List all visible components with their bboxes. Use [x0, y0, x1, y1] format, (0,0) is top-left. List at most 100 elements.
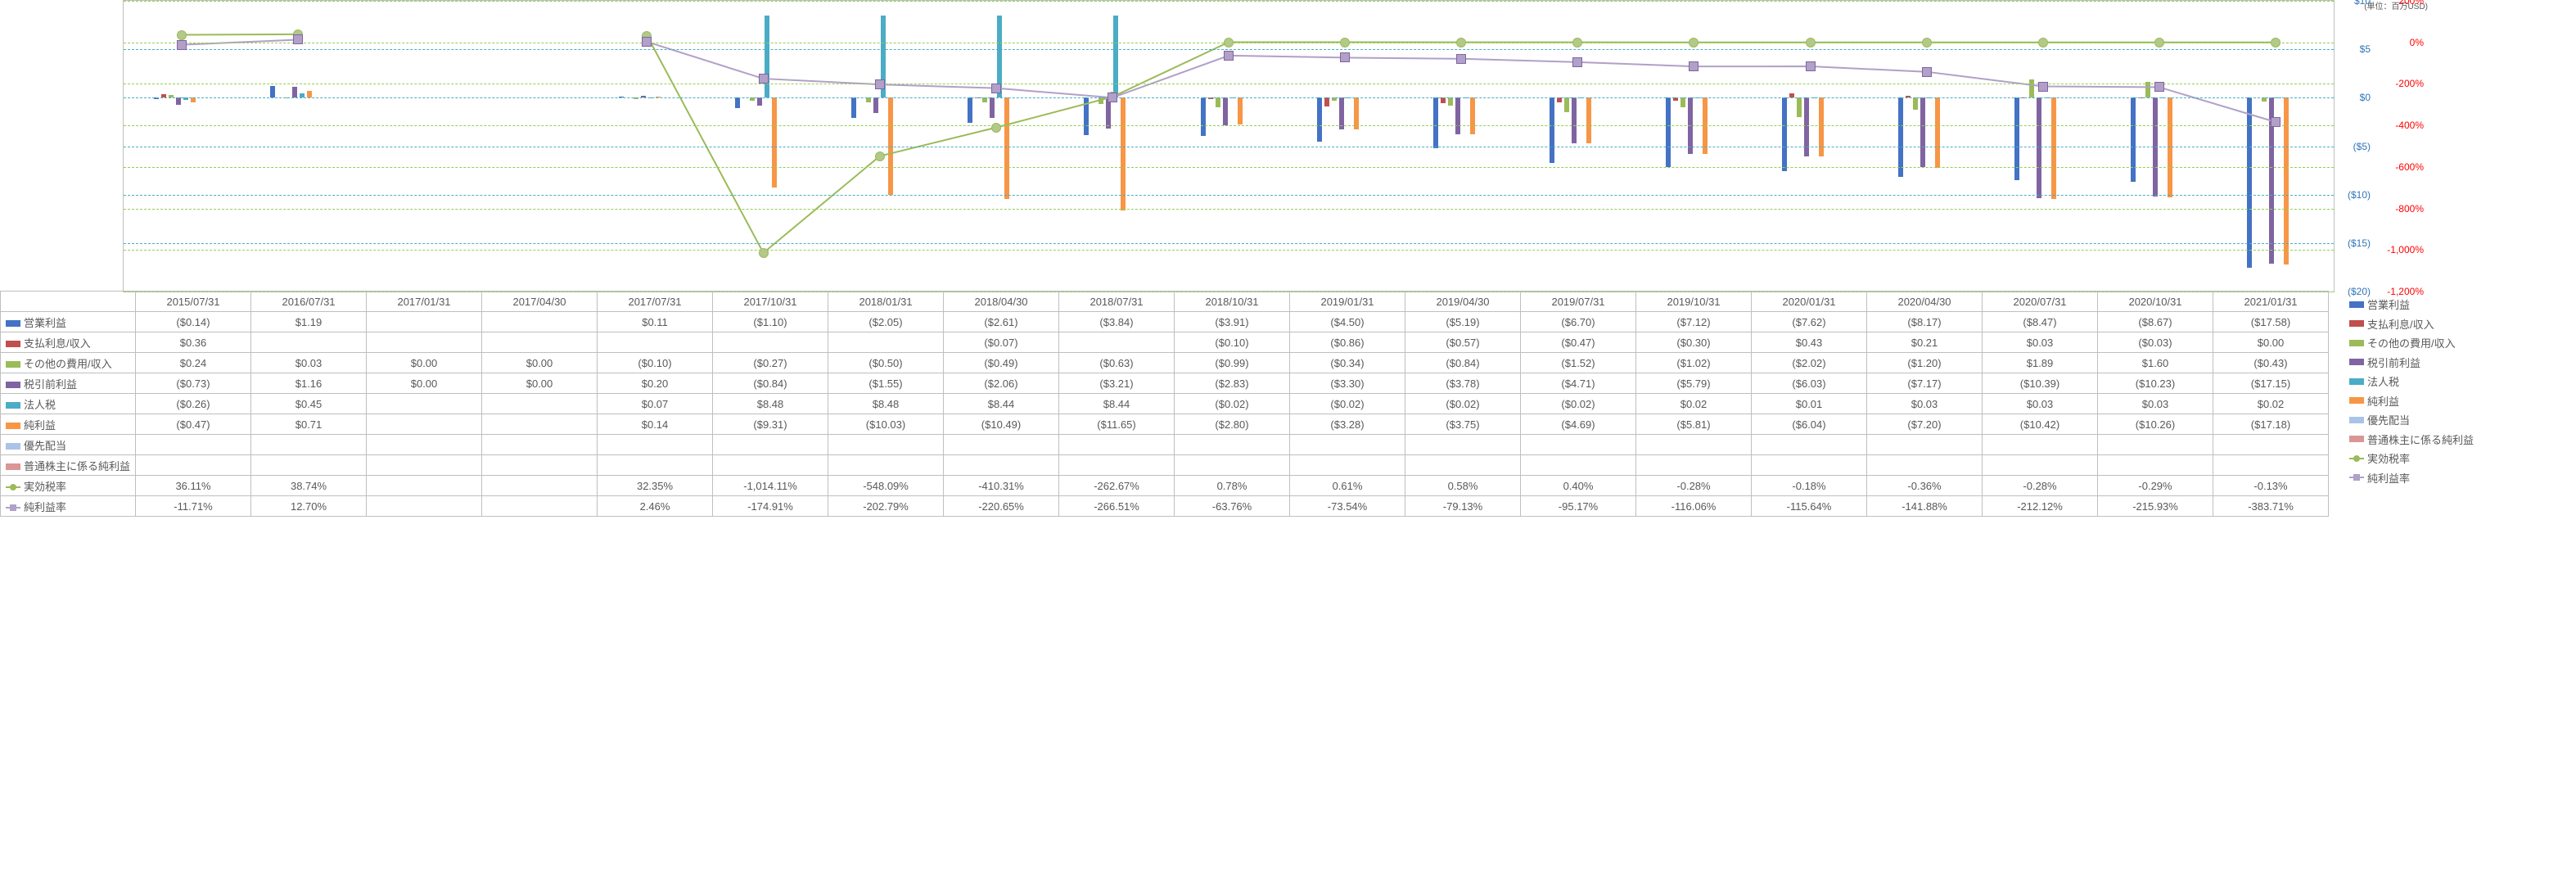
marker-net_margin	[875, 79, 885, 89]
data-cell	[482, 312, 598, 332]
y2-tick-label: 200%	[2398, 0, 2424, 7]
bar-pretax_income	[873, 97, 878, 112]
table-row: 優先配当	[1, 435, 2329, 455]
table-row: 法人税($0.26)$0.45$0.07$8.48$8.48$8.44$8.44…	[1, 394, 2329, 414]
bar-operating_income	[1317, 97, 1322, 141]
marker-net_margin	[1456, 54, 1466, 64]
data-cell: ($6.03)	[1752, 373, 1867, 394]
data-cell: -141.88%	[1867, 496, 1983, 517]
data-cell	[367, 496, 482, 517]
marker-effective_tax_rate	[1922, 38, 1932, 47]
data-cell	[828, 455, 944, 476]
bar-operating_income	[1201, 97, 1206, 135]
data-cell: ($2.80)	[1175, 414, 1290, 435]
data-cell	[367, 312, 482, 332]
y2-gridline	[124, 1, 2334, 2]
y1-gridline	[124, 97, 2334, 98]
bar-pretax_income	[1804, 97, 1809, 156]
bar-other_income	[1099, 97, 1103, 103]
marker-effective_tax_rate	[1340, 38, 1350, 47]
data-cell: 0.58%	[1405, 476, 1521, 496]
table-row: 純利益率-11.71%12.70%2.46%-174.91%-202.79%-2…	[1, 496, 2329, 517]
data-cell: $0.03	[251, 353, 367, 373]
data-cell: $0.02	[1636, 394, 1752, 414]
data-cell: ($0.57)	[1405, 332, 1521, 353]
period-header: 2019/04/30	[1405, 292, 1521, 312]
data-cell: ($10.03)	[828, 414, 944, 435]
period-header: 2017/04/30	[482, 292, 598, 312]
data-cell: -95.17%	[1521, 496, 1636, 517]
marker-net_margin	[1340, 52, 1350, 62]
data-cell: $0.03	[1983, 332, 2098, 353]
period-header: 2019/01/31	[1290, 292, 1405, 312]
data-cell: -0.36%	[1867, 476, 1983, 496]
data-cell	[2213, 455, 2329, 476]
bar-operating_income	[1782, 97, 1787, 171]
marker-net_margin	[1806, 61, 1816, 71]
bar-net_income	[2168, 97, 2172, 197]
period-header: 2017/01/31	[367, 292, 482, 312]
data-cell: -174.91%	[713, 496, 828, 517]
data-cell	[1059, 455, 1175, 476]
data-cell	[713, 435, 828, 455]
data-cell	[713, 455, 828, 476]
data-cell: $0.00	[367, 353, 482, 373]
y2-gridline	[124, 209, 2334, 210]
data-cell	[1059, 332, 1175, 353]
table-row: 営業利益($0.14)$1.19$0.11($1.10)($2.05)($2.6…	[1, 312, 2329, 332]
marker-net_margin	[1108, 93, 1117, 102]
data-cell: $8.44	[1059, 394, 1175, 414]
marker-effective_tax_rate	[2038, 38, 2048, 47]
data-cell: ($7.12)	[1636, 312, 1752, 332]
data-cell	[1290, 435, 1405, 455]
data-cell: ($0.14)	[136, 312, 251, 332]
data-cell	[482, 435, 598, 455]
data-cell: ($0.50)	[828, 353, 944, 373]
marker-effective_tax_rate	[177, 30, 187, 40]
marker-effective_tax_rate	[1224, 38, 1234, 47]
legend-item-pretax_income: 税引前利益	[2349, 353, 2474, 373]
bar-net_income	[2051, 97, 2056, 198]
data-cell: $0.03	[1867, 394, 1983, 414]
data-cell: ($0.02)	[1290, 394, 1405, 414]
bar-interest_expense	[1441, 97, 1446, 103]
data-cell: ($2.02)	[1752, 353, 1867, 373]
data-cell	[1636, 455, 1752, 476]
data-cell	[828, 332, 944, 353]
data-cell: ($7.17)	[1867, 373, 1983, 394]
data-cell: ($0.02)	[1405, 394, 1521, 414]
data-cell: -0.13%	[2213, 476, 2329, 496]
data-cell: ($11.65)	[1059, 414, 1175, 435]
period-header: 2018/04/30	[944, 292, 1059, 312]
bar-operating_income	[1898, 97, 1903, 177]
marker-effective_tax_rate	[1572, 38, 1582, 47]
data-cell: -0.28%	[1636, 476, 1752, 496]
data-cell: ($0.02)	[1521, 394, 1636, 414]
y1-tick-label: $10	[2354, 0, 2371, 7]
financials-combo-chart: (単位：百万USD) $10$5$0($5)($10)($15)($20)200…	[0, 0, 2576, 877]
marker-net_margin	[991, 84, 1001, 93]
data-cell	[2213, 435, 2329, 455]
data-cell: ($1.20)	[1867, 353, 1983, 373]
data-cell	[1405, 435, 1521, 455]
y1-tick-label: $5	[2360, 43, 2371, 55]
right-legend: 営業利益支払利息/収入その他の費用/収入税引前利益法人税純利益優先配当普通株主に…	[2349, 295, 2474, 487]
data-cell: -0.28%	[1983, 476, 2098, 496]
bar-net_income	[772, 97, 777, 188]
data-cell: ($10.23)	[2098, 373, 2213, 394]
data-cell: $8.44	[944, 394, 1059, 414]
bar-net_income	[1586, 97, 1591, 142]
data-cell: $0.00	[367, 373, 482, 394]
data-cell	[1521, 455, 1636, 476]
data-cell: ($3.84)	[1059, 312, 1175, 332]
table-header-row: 2015/07/312016/07/312017/01/312017/04/30…	[1, 292, 2329, 312]
bar-net_income	[1819, 97, 1824, 156]
data-cell: ($9.31)	[713, 414, 828, 435]
marker-effective_tax_rate	[875, 151, 885, 161]
data-cell	[1405, 455, 1521, 476]
data-cell	[1521, 435, 1636, 455]
data-cell: $1.60	[2098, 353, 2213, 373]
legend-item-effective_tax_rate: 実効税率	[2349, 449, 2474, 468]
table-row: 税引前利益($0.73)$1.16$0.00$0.00$0.20($0.84)(…	[1, 373, 2329, 394]
data-cell: ($3.75)	[1405, 414, 1521, 435]
